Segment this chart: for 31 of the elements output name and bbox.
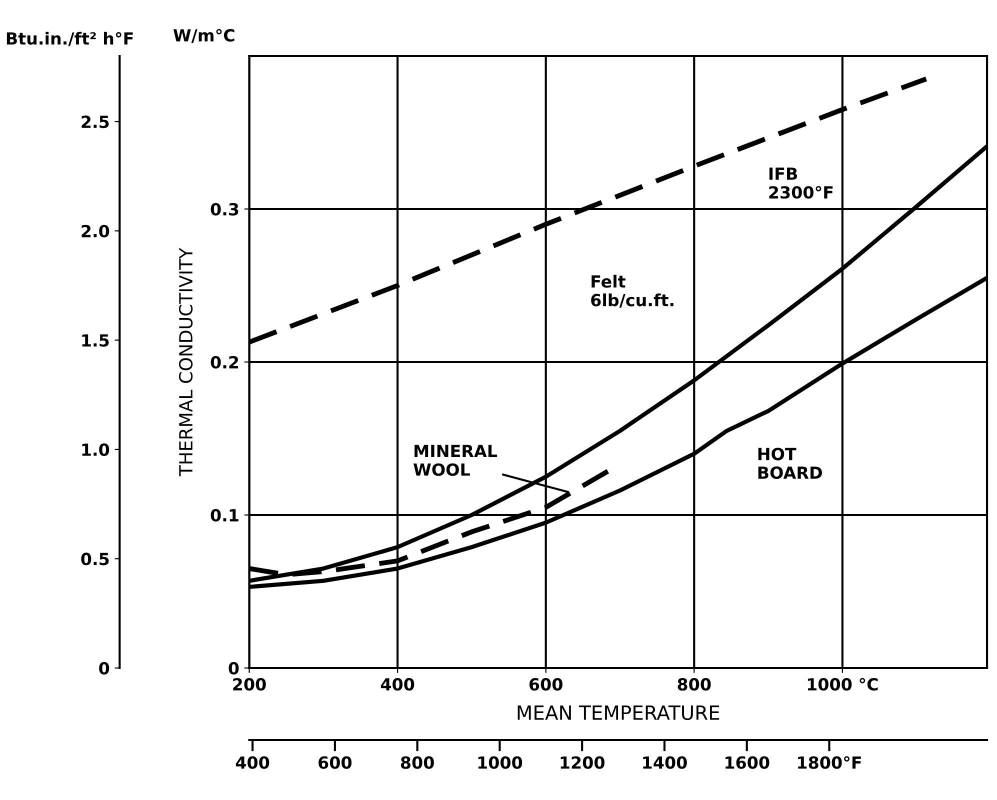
x2-tick-label: 600 — [318, 756, 352, 769]
annotation: Felt 6lb/cu.ft. — [591, 274, 674, 308]
x2-tick-label: 1800°F — [798, 756, 861, 769]
y-tick-label: 0 — [228, 662, 239, 675]
y-tick-label: 0.2 — [210, 356, 238, 369]
x2-tick-label: 800 — [400, 756, 434, 769]
annotation: MINERAL WOOL — [414, 444, 498, 476]
y2-tick-label: 0 — [99, 662, 110, 675]
annotation: IFB 2300°F — [769, 168, 833, 199]
x2-tick-label: 1000 — [478, 756, 522, 769]
annotation: HOT BOARD — [758, 448, 822, 479]
y2-axis-title: Btu.in./ft² h°F — [6, 32, 133, 46]
y-axis-title: THERMAL CONDUCTIVITY — [178, 248, 193, 476]
y2-tick-label: 1.0 — [82, 443, 110, 456]
x2-tick-label: 1600 — [726, 756, 770, 769]
x-tick-label: 1000 °C — [808, 678, 878, 691]
y2-tick-label: 2.5 — [82, 116, 109, 128]
x-axis-title: MEAN TEMPERATURE — [518, 706, 720, 720]
x2-tick-label: 400 — [236, 756, 270, 769]
x-tick-label: 400 — [380, 678, 414, 691]
x2-tick-label: 1200 — [560, 756, 604, 769]
y2-tick-label: 1.5 — [82, 334, 109, 347]
text: W/m°C — [173, 28, 234, 43]
y2-tick-label: 2.0 — [82, 224, 110, 238]
x2-tick-label: 1400 — [643, 756, 687, 769]
y-tick-label: 0.1 — [210, 508, 238, 522]
x-tick-label: 600 — [529, 678, 562, 691]
y-tick-label: 0.3 — [210, 202, 238, 216]
x-tick-label: 800 — [678, 678, 711, 691]
y2-tick-label: 0.5 — [81, 552, 109, 566]
x-tick-label: 200 — [233, 678, 266, 691]
